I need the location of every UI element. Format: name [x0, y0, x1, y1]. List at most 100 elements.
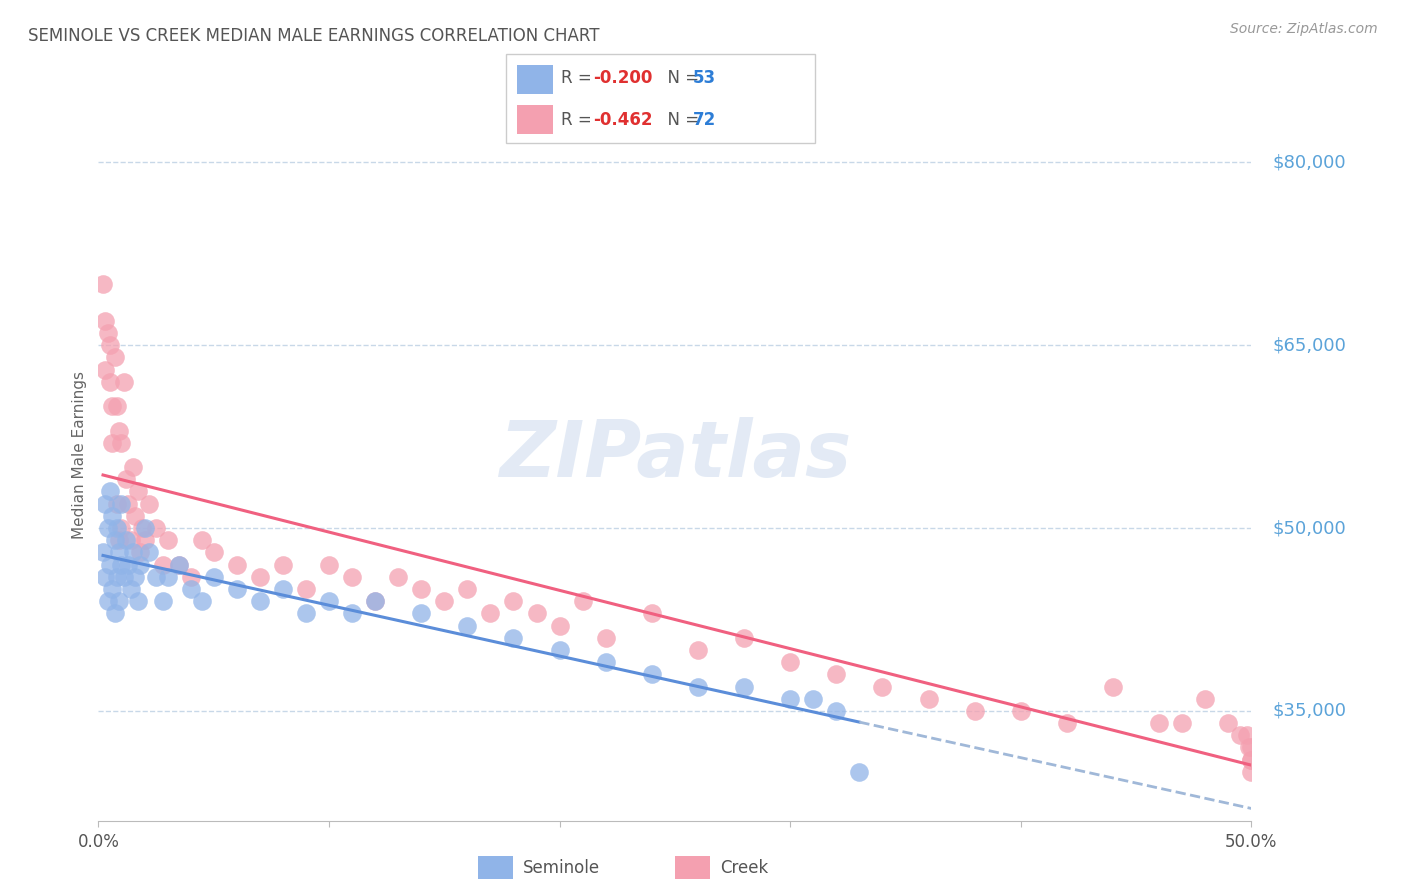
Point [295, 582, 318, 596]
Point [202, 570, 225, 584]
Point [101, 582, 124, 596]
Point [1240, 753, 1263, 767]
Point [131, 521, 153, 535]
Point [152, 594, 174, 608]
Point [1194, 691, 1216, 706]
Point [112, 570, 135, 584]
Point [167, 558, 190, 572]
Point [134, 521, 156, 535]
Point [801, 691, 824, 706]
Point [145, 570, 167, 584]
Point [1010, 704, 1032, 718]
Point [641, 607, 664, 621]
Point [127, 594, 149, 608]
Point [963, 704, 986, 718]
Text: ZIPatlas: ZIPatlas [499, 417, 851, 493]
Point [548, 643, 571, 657]
Point [641, 667, 664, 681]
Point [105, 399, 128, 413]
Point [411, 607, 433, 621]
Point [595, 631, 617, 645]
Point [103, 607, 125, 621]
Point [124, 508, 146, 523]
Point [779, 655, 801, 669]
Point [595, 655, 617, 669]
Point [872, 680, 894, 694]
Text: $50,000: $50,000 [1272, 519, 1346, 537]
Point [433, 594, 456, 608]
Text: Seminole: Seminole [523, 859, 600, 877]
Text: $65,000: $65,000 [1272, 336, 1347, 354]
Point [120, 533, 142, 548]
Point [191, 594, 214, 608]
Point [108, 545, 131, 559]
Point [502, 594, 524, 608]
Point [94, 362, 117, 376]
Point [318, 558, 340, 572]
Point [105, 521, 128, 535]
Point [387, 570, 409, 584]
Text: SEMINOLE VS CREEK MEDIAN MALE EARNINGS CORRELATION CHART: SEMINOLE VS CREEK MEDIAN MALE EARNINGS C… [28, 27, 599, 45]
Point [98, 375, 121, 389]
Point [571, 594, 593, 608]
Point [129, 545, 152, 559]
Point [110, 497, 132, 511]
Point [97, 326, 120, 340]
Point [249, 594, 271, 608]
Point [825, 704, 848, 718]
Point [167, 558, 190, 572]
Text: N =: N = [657, 111, 704, 128]
Point [122, 460, 145, 475]
Point [122, 545, 145, 559]
Point [225, 582, 247, 596]
Text: Creek: Creek [720, 859, 768, 877]
Point [103, 533, 125, 548]
Point [1240, 764, 1263, 779]
Point [120, 582, 142, 596]
Point [318, 594, 340, 608]
Point [110, 558, 132, 572]
Point [98, 484, 121, 499]
Point [502, 631, 524, 645]
Point [180, 570, 202, 584]
Point [548, 618, 571, 632]
Point [1218, 716, 1240, 731]
Point [110, 521, 132, 535]
Point [115, 533, 138, 548]
Point [917, 691, 939, 706]
Point [138, 497, 160, 511]
Point [364, 594, 387, 608]
Point [249, 570, 271, 584]
Point [98, 558, 121, 572]
Point [271, 558, 294, 572]
Text: $80,000: $80,000 [1272, 153, 1346, 171]
Text: R =: R = [561, 70, 598, 87]
Point [1237, 740, 1260, 755]
Point [825, 667, 848, 681]
Point [101, 399, 124, 413]
Point [101, 435, 124, 450]
Text: 72: 72 [693, 111, 717, 128]
Point [124, 570, 146, 584]
Text: $35,000: $35,000 [1272, 702, 1347, 720]
Point [202, 545, 225, 559]
Point [526, 607, 548, 621]
Point [129, 558, 152, 572]
Point [340, 570, 363, 584]
Point [97, 594, 120, 608]
Point [271, 582, 294, 596]
Point [98, 338, 121, 352]
Point [364, 594, 387, 608]
Point [1229, 728, 1251, 742]
Point [295, 607, 318, 621]
Point [686, 680, 709, 694]
Point [1171, 716, 1194, 731]
Point [94, 497, 117, 511]
Point [145, 521, 167, 535]
Point [108, 594, 131, 608]
Text: Source: ZipAtlas.com: Source: ZipAtlas.com [1230, 22, 1378, 37]
Point [1240, 740, 1263, 755]
Point [152, 558, 174, 572]
Point [1236, 728, 1258, 742]
Text: 53: 53 [693, 70, 716, 87]
